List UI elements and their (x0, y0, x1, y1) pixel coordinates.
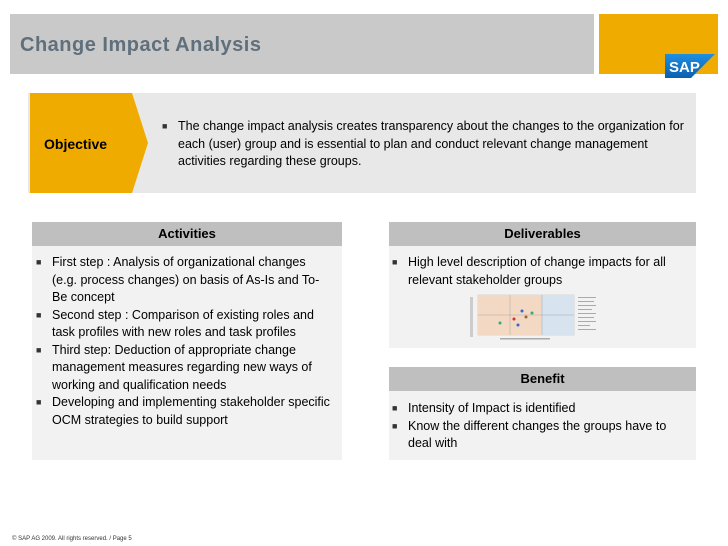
objective-list: The change impact analysis creates trans… (160, 118, 690, 171)
list-item: First step : Analysis of organizational … (34, 254, 334, 307)
list-item: Third step: Deduction of appropriate cha… (34, 342, 334, 395)
title-bar (10, 14, 594, 74)
deliverables-list: High level description of change impacts… (390, 254, 690, 289)
list-item: Intensity of Impact is identified (390, 400, 690, 418)
list-item: Second step : Comparison of existing rol… (34, 307, 334, 342)
deliverables-heading: Deliverables (389, 222, 696, 246)
page-title: Change Impact Analysis (20, 34, 262, 56)
sap-logo: SAP (665, 54, 715, 78)
impact-matrix-thumbnail (470, 293, 600, 343)
list-item: The change impact analysis creates trans… (160, 118, 690, 171)
benefit-heading: Benefit (389, 367, 696, 391)
benefit-list: Intensity of Impact is identified Know t… (390, 400, 690, 453)
list-item: Developing and implementing stakeholder … (34, 394, 334, 429)
activities-list: First step : Analysis of organizational … (34, 254, 334, 429)
objective-label: Objective (44, 136, 108, 152)
svg-text:SAP: SAP (669, 59, 700, 76)
list-item: High level description of change impacts… (390, 254, 690, 289)
footer-copyright: © SAP AG 2009. All rights reserved. / Pa… (12, 536, 132, 542)
activities-heading: Activities (32, 222, 342, 246)
list-item: Know the different changes the groups ha… (390, 418, 690, 453)
objective-chevron (30, 93, 148, 193)
